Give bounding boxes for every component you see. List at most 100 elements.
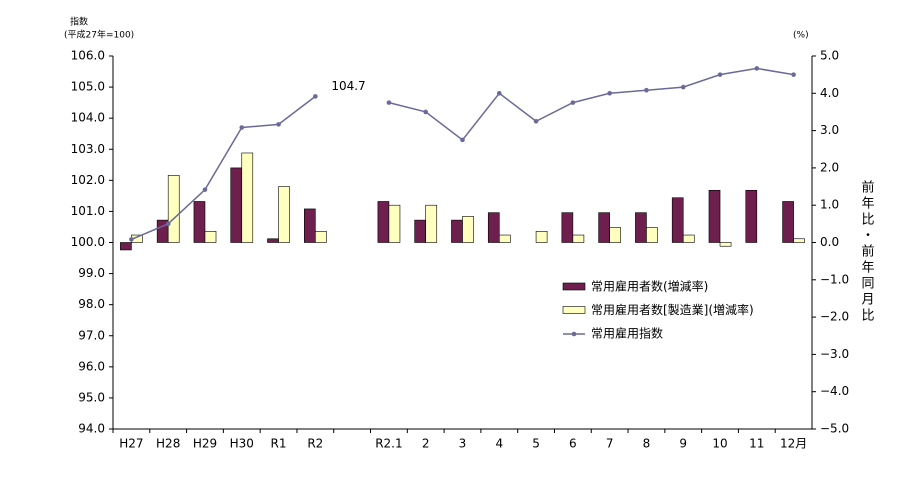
- point-marker: [239, 125, 245, 130]
- y2-tick-label: −5.0: [820, 422, 849, 436]
- x-tick-label: 3: [459, 437, 467, 451]
- point-marker: [202, 187, 208, 192]
- bar: [487, 212, 500, 243]
- x-tick-label: H27: [119, 437, 143, 451]
- bar: [561, 212, 574, 243]
- legend-marker: [571, 331, 577, 337]
- bar: [498, 234, 511, 243]
- bar: [682, 234, 695, 243]
- y2-tick-label: 0.0: [820, 235, 839, 249]
- bar: [278, 186, 290, 243]
- bar: [315, 231, 327, 243]
- y-tick-label: 106.0: [71, 49, 105, 63]
- bar: [646, 227, 658, 243]
- y-axis-title: 指数: [70, 16, 88, 28]
- y-tick-label: 100.0: [71, 235, 105, 249]
- point-marker: [129, 237, 134, 242]
- bar: [462, 216, 474, 243]
- point-marker: [607, 91, 612, 96]
- point-marker: [313, 94, 318, 99]
- bar: [535, 231, 548, 243]
- bar: [451, 219, 463, 243]
- y-tick-label: 97.0: [78, 328, 105, 342]
- y-axis-subtitle: (平成27年=100): [64, 29, 134, 41]
- y2-tick-label: −2.0: [820, 310, 849, 324]
- point-marker: [791, 72, 796, 77]
- point-marker: [276, 122, 281, 127]
- y-tick-label: 95.0: [78, 390, 105, 404]
- bar: [193, 201, 206, 243]
- bar: [241, 152, 254, 243]
- line: [131, 67, 794, 241]
- legend-swatch: [562, 282, 586, 291]
- x-tick-label: 6: [569, 437, 577, 451]
- y-tick-label: 98.0: [78, 297, 105, 311]
- y-tick-label: 103.0: [71, 142, 105, 156]
- bar: [230, 167, 243, 243]
- y-tick-label: 105.0: [71, 80, 105, 94]
- y2-tick-label: −1.0: [820, 272, 849, 286]
- x-tick-label: 10: [712, 437, 727, 451]
- y2-tick-label: 5.0: [820, 49, 839, 63]
- bar: [425, 204, 438, 243]
- y-tick-label: 104.0: [71, 111, 105, 125]
- bar: [719, 242, 732, 247]
- legend-label: 常用雇用者数(増減率): [591, 279, 708, 294]
- y2-tick-label: 4.0: [820, 86, 839, 100]
- point-marker: [460, 137, 465, 143]
- x-tick-label: H28: [156, 437, 180, 451]
- bar: [635, 212, 647, 243]
- x-tick-label: H29: [193, 437, 217, 451]
- x-tick-label: H30: [230, 437, 254, 451]
- point-marker: [165, 221, 171, 227]
- bar: [388, 204, 401, 243]
- x-tick-label: R2: [307, 437, 323, 451]
- point-marker: [496, 91, 502, 96]
- y-tick-label: 101.0: [71, 204, 105, 218]
- y-tick-label: 99.0: [78, 266, 105, 280]
- y2-tick-label: 3.0: [820, 123, 839, 137]
- y2-tick-label: 1.0: [820, 198, 839, 212]
- bar: [782, 201, 794, 243]
- bar: [745, 189, 758, 243]
- y2-axis-title: 前年比・前年同月比: [859, 179, 875, 324]
- point-marker: [570, 100, 576, 105]
- x-tick-label: 12月: [780, 437, 807, 451]
- point-marker: [423, 109, 429, 115]
- bar: [267, 238, 279, 243]
- bar: [204, 231, 217, 243]
- y-tick-label: 102.0: [71, 173, 105, 187]
- y2-axis-unit: (%): [793, 31, 809, 41]
- x-tick-label: 8: [643, 437, 651, 451]
- x-tick-label: 2: [422, 437, 430, 451]
- point-marker: [533, 118, 539, 124]
- y2-tick-label: −4.0: [820, 384, 849, 398]
- bar: [414, 219, 427, 243]
- point-marker: [644, 87, 649, 93]
- bar: [572, 234, 585, 243]
- y-tick-label: 94.0: [78, 422, 105, 436]
- x-tick-label: 5: [532, 437, 540, 451]
- point-marker: [680, 84, 686, 90]
- legend-label: 常用雇用指数: [591, 326, 663, 341]
- x-tick-label: 4: [495, 437, 503, 451]
- y2-tick-label: 2.0: [820, 160, 839, 174]
- y2-tick-label: −3.0: [820, 347, 849, 361]
- bar: [377, 201, 390, 243]
- x-tick-label: 9: [679, 437, 687, 451]
- bar: [120, 242, 132, 251]
- bar: [609, 227, 621, 243]
- legend-label: 常用雇用者数[製造業](増減率): [591, 302, 754, 317]
- legend-swatch: [562, 306, 586, 314]
- bar: [304, 208, 316, 243]
- bar: [793, 238, 805, 243]
- bar: [167, 175, 180, 243]
- point-marker: [386, 100, 392, 105]
- x-tick-label: 11: [749, 437, 764, 451]
- data-label: 104.7: [331, 79, 365, 93]
- x-tick-label: R2.1: [375, 437, 402, 451]
- bar: [598, 212, 610, 243]
- x-tick-label: 7: [606, 437, 614, 451]
- bar: [671, 197, 684, 243]
